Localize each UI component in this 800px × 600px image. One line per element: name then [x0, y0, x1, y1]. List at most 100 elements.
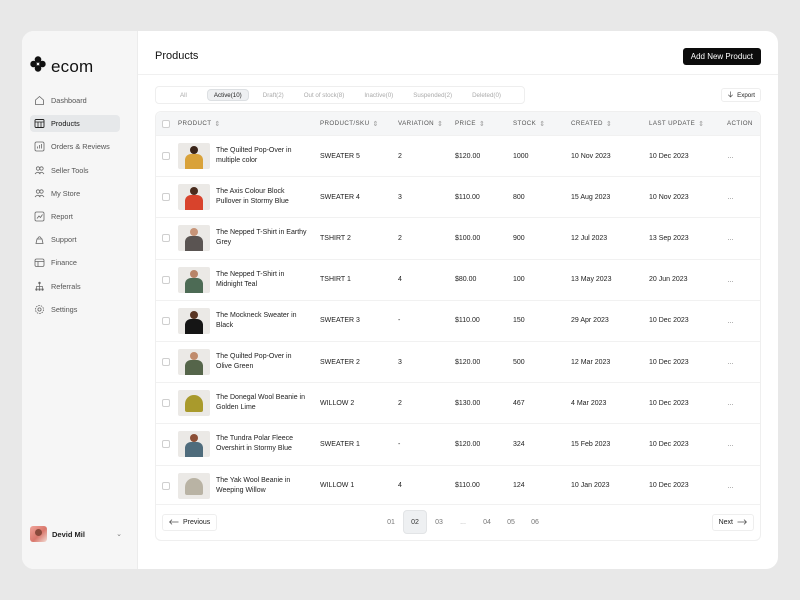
sort-icon[interactable]: ⇕: [605, 120, 613, 128]
product-variation: -: [398, 317, 401, 325]
row-checkbox[interactable]: [162, 316, 170, 325]
product-name[interactable]: The Tundra Polar Fleece Overshirt in Sto…: [216, 435, 294, 453]
table-row[interactable]: The Axis Colour Block Pullover in Stormy…: [156, 176, 760, 217]
store-icon: [34, 188, 45, 199]
table-row[interactable]: The Yak Wool Beanie in Weeping Willow WIL…: [156, 464, 760, 506]
sidebar-item-referrals[interactable]: Referrals: [30, 278, 120, 295]
sidebar-item-settings[interactable]: Settings: [30, 301, 120, 318]
page-button-02[interactable]: 02: [403, 510, 427, 534]
row-checkbox[interactable]: [162, 234, 170, 243]
sidebar-item-orders-reviews[interactable]: Orders & Reviews: [30, 138, 120, 155]
product-name[interactable]: The Donegal Wool Beanie in Golden Lime: [216, 394, 305, 412]
sort-icon[interactable]: ⇕: [478, 120, 486, 128]
row-checkbox[interactable]: [162, 193, 170, 202]
product-name[interactable]: The Mockneck Sweater in Black: [216, 311, 297, 329]
product-variation: 2: [398, 234, 402, 242]
tab-all[interactable]: All: [180, 91, 187, 99]
chevron-down-icon[interactable]: ⌄: [116, 531, 122, 538]
row-checkbox[interactable]: [162, 440, 170, 449]
page-button-06[interactable]: 06: [531, 518, 539, 526]
more-actions-icon[interactable]: ···: [727, 193, 734, 204]
logo[interactable]: ecom: [30, 56, 93, 77]
product-name[interactable]: The Quilted Pop-Over in multiple color: [216, 147, 292, 165]
more-actions-icon[interactable]: ···: [727, 234, 734, 245]
product-variation: 3: [398, 193, 402, 201]
table-row[interactable]: The Tundra Polar Fleece Overshirt in Sto…: [156, 423, 760, 464]
add-new-product-button[interactable]: Add New Product: [682, 48, 761, 65]
more-actions-icon[interactable]: ···: [727, 481, 734, 492]
sidebar-item-dashboard[interactable]: Dashboard: [30, 92, 120, 109]
more-actions-icon[interactable]: ···: [727, 152, 734, 163]
row-checkbox[interactable]: [162, 358, 170, 367]
row-checkbox[interactable]: [162, 399, 170, 408]
column-header-last-update[interactable]: LAST UPDATE ⇕: [649, 120, 705, 128]
product-name[interactable]: The Yak Wool Beanie in Weeping Willow: [216, 476, 291, 494]
home-icon: [34, 95, 45, 106]
table-row[interactable]: The Donegal Wool Beanie in Golden Lime WI…: [156, 382, 760, 423]
product-name[interactable]: The Axis Colour Block Pullover in Stormy…: [216, 188, 289, 206]
sort-icon[interactable]: ⇕: [539, 120, 546, 128]
column-header-stock[interactable]: STOCK ⇕: [513, 120, 546, 128]
more-actions-icon[interactable]: ···: [727, 316, 734, 327]
sort-icon[interactable]: ⇕: [214, 120, 221, 128]
support-icon: [34, 234, 45, 245]
next-page-button[interactable]: Next: [711, 514, 754, 531]
column-header-created[interactable]: CREATED ⇕: [571, 120, 613, 128]
sort-icon[interactable]: ⇕: [372, 120, 379, 128]
product-name[interactable]: The Quilted Pop-Over in Olive Green: [216, 353, 292, 371]
tab-draft[interactable]: Draft(2): [262, 91, 284, 99]
table-row[interactable]: The Quilted Pop-Over in Olive Green SWEAT…: [156, 340, 760, 382]
product-variation: 2: [398, 399, 402, 407]
product-thumbnail: [178, 472, 210, 499]
sidebar-item-seller-tools[interactable]: Seller Tools: [30, 162, 120, 179]
more-actions-icon[interactable]: ···: [727, 275, 734, 286]
page-button-03[interactable]: 03: [435, 518, 443, 526]
column-header-variation[interactable]: VARIATION ⇕: [398, 120, 444, 128]
column-header-product[interactable]: PRODUCT ⇕: [178, 120, 221, 128]
tab-inactive[interactable]: Inactive(0): [364, 91, 394, 99]
tab-deleted[interactable]: Deleted(0): [472, 91, 501, 99]
sidebar-item-support[interactable]: Support: [30, 231, 120, 248]
page-button-01[interactable]: 01: [387, 518, 395, 526]
previous-page-button[interactable]: Previous: [162, 514, 218, 531]
more-actions-icon[interactable]: ···: [727, 358, 734, 369]
page-button-05[interactable]: 05: [507, 518, 515, 526]
table-row[interactable]: The Quilted Pop-Over in multiple color SW…: [156, 135, 760, 176]
sidebar-item-my-store[interactable]: My Store: [30, 185, 120, 202]
sort-icon[interactable]: ⇕: [698, 120, 705, 128]
export-button[interactable]: Export: [721, 88, 761, 102]
products-table: PRODUCT ⇕ PRODUCT/SKU ⇕ VARIATION ⇕ PRICE ⇕ …: [155, 111, 761, 541]
column-header-sku[interactable]: PRODUCT/SKU ⇕: [320, 120, 379, 128]
product-name[interactable]: The Nepped T-Shirt in Earthy Grey: [216, 229, 307, 247]
topbar: Products Add New Product: [138, 31, 778, 75]
product-stock: 150: [513, 317, 525, 325]
sidebar-item-products[interactable]: Products: [30, 115, 120, 133]
row-checkbox[interactable]: [162, 481, 170, 490]
tab-out-of-stock[interactable]: Out of stock(8): [303, 91, 345, 99]
user-menu[interactable]: Devid Mil ⌄: [30, 526, 122, 542]
sidebar-item-report[interactable]: Report: [30, 208, 120, 225]
tab-suspended[interactable]: Suspended(2): [413, 91, 453, 99]
row-checkbox[interactable]: [162, 152, 170, 161]
table-row[interactable]: The Nepped T-Shirt in Earthy Grey TSHIRT …: [156, 217, 760, 258]
more-actions-icon[interactable]: ···: [727, 440, 734, 451]
product-price: $110.00: [455, 193, 480, 201]
more-actions-icon[interactable]: ···: [727, 399, 734, 410]
tab-active[interactable]: Active(10): [206, 89, 249, 101]
product-last-update: 10 Nov 2023: [649, 193, 689, 201]
row-checkbox[interactable]: [162, 275, 170, 284]
product-created: 4 Mar 2023: [571, 399, 607, 407]
table-row[interactable]: The Nepped T-Shirt in Midnight Teal TSHIR…: [156, 258, 760, 300]
sidebar-item-finance[interactable]: Finance: [30, 254, 120, 271]
product-price: $120.00: [455, 152, 481, 160]
page-title: Products: [155, 50, 199, 62]
table-row[interactable]: The Mockneck Sweater in Black SWEATER 3 - $…: [156, 299, 760, 341]
sort-icon[interactable]: ⇕: [437, 120, 444, 128]
product-name[interactable]: The Nepped T-Shirt in Midnight Teal: [216, 270, 285, 288]
product-price: $120.00: [455, 358, 481, 366]
page-button-04[interactable]: 04: [483, 518, 491, 526]
column-header-price[interactable]: PRICE ⇕: [455, 120, 486, 128]
select-all-checkbox[interactable]: [162, 119, 170, 128]
arrow-right-icon: [737, 518, 747, 527]
sidebar-item-label: Finance: [51, 258, 77, 268]
